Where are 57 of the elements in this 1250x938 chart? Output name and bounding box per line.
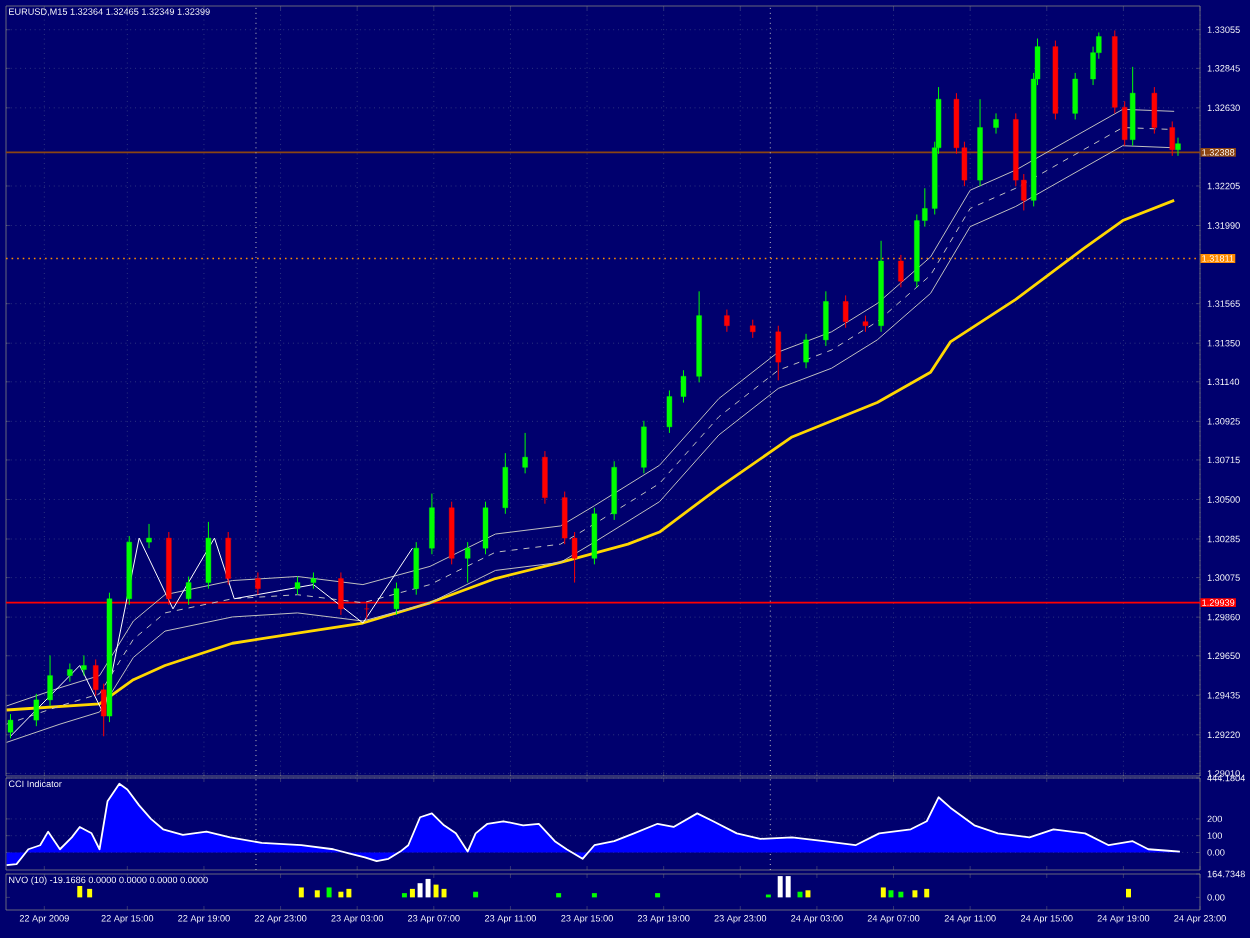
bar: [888, 890, 894, 898]
bar: [880, 887, 886, 898]
bar: [1126, 888, 1131, 898]
bar: [785, 876, 791, 898]
candlestick: [502, 452, 508, 515]
candlestick: [482, 501, 489, 555]
candlestick: [1175, 137, 1181, 157]
candlestick: [641, 420, 647, 474]
candlestick: [7, 713, 14, 739]
candlestick: [225, 531, 231, 586]
candlestick: [464, 541, 471, 584]
bar: [417, 883, 423, 898]
candlestick: [146, 523, 152, 549]
candlestick: [666, 389, 673, 434]
candlestick: [724, 309, 730, 333]
candlestick: [81, 654, 87, 677]
bar: [77, 886, 83, 898]
candlestick: [993, 112, 999, 135]
bar: [433, 884, 439, 898]
bar: [87, 888, 93, 898]
candlestick: [205, 521, 212, 590]
bar: [409, 888, 415, 898]
bar: [346, 888, 352, 898]
bar: [912, 890, 918, 898]
candlestick: [750, 319, 756, 339]
candlestick: [1072, 72, 1078, 120]
bar: [425, 878, 431, 898]
candlestick: [67, 662, 73, 683]
candlestick: [898, 254, 904, 288]
candlestick: [47, 654, 53, 707]
candlestick: [803, 333, 809, 369]
candlestick: [842, 294, 849, 329]
bar: [298, 887, 304, 898]
bar: [777, 876, 783, 898]
candlestick: [542, 450, 548, 505]
candlestick: [1169, 120, 1175, 157]
candlestick: [33, 693, 40, 727]
candlestick: [1121, 100, 1128, 147]
bar: [805, 890, 811, 898]
bar: [326, 887, 332, 898]
candlestick: [775, 325, 781, 381]
candlestick: [522, 432, 528, 474]
candlestick: [1151, 86, 1158, 135]
candlestick: [611, 460, 617, 521]
bar: [924, 888, 930, 898]
candlestick: [255, 571, 261, 596]
candlestick: [393, 582, 400, 616]
candlestick: [429, 493, 435, 555]
candlestick: [591, 507, 598, 565]
candlestick: [185, 576, 192, 606]
candlestick: [413, 541, 419, 596]
candlestick: [680, 369, 687, 404]
candlestick: [294, 576, 301, 596]
candlestick: [1129, 66, 1136, 147]
candlestick: [823, 290, 829, 347]
bar: [314, 890, 320, 898]
bar: [441, 888, 447, 898]
